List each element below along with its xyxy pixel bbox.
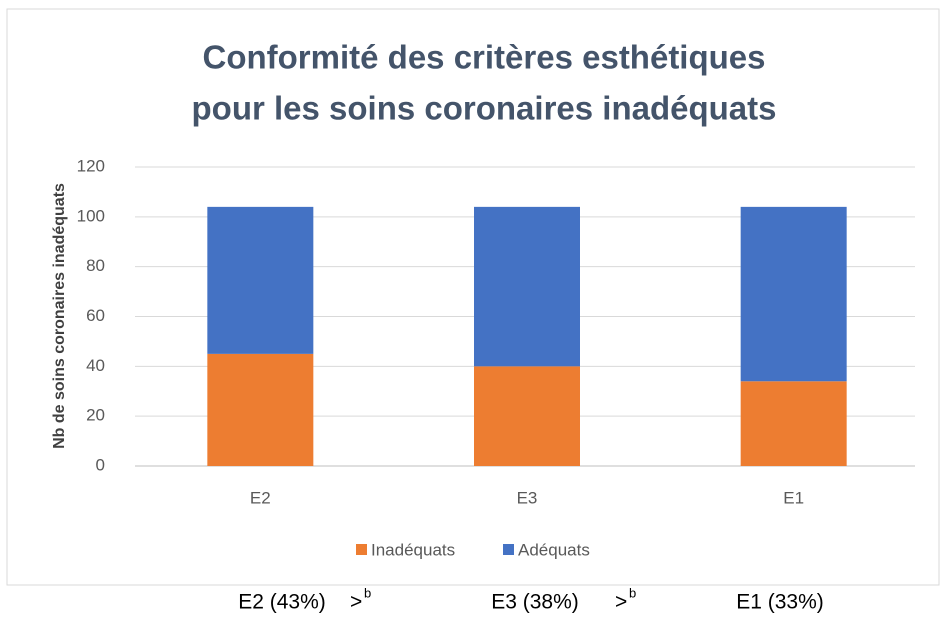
y-tick-label: 0 <box>96 455 105 474</box>
x-tick-label: E1 <box>783 488 804 507</box>
y-tick-label: 20 <box>86 406 105 425</box>
chart-title: pour les soins coronaires inadéquats <box>192 90 777 127</box>
bar-segment <box>740 206 847 382</box>
legend-swatch <box>503 544 514 555</box>
comparison-item: E2 (43%) <box>238 591 326 614</box>
comparison-superscript: b <box>364 585 371 600</box>
comparison-superscript: b <box>629 585 636 600</box>
x-tick-label: E2 <box>250 488 271 507</box>
x-tick-label: E3 <box>517 488 538 507</box>
chart-title: Conformité des critères esthétiques <box>203 39 766 76</box>
y-tick-label: 80 <box>86 256 105 275</box>
bar-segment <box>474 206 580 367</box>
bar-segment <box>207 353 314 466</box>
comparison-symbol: > <box>615 591 627 614</box>
legend-swatch <box>356 544 367 555</box>
comparison-item: E1 (33%) <box>736 591 824 614</box>
y-tick-label: 60 <box>86 306 105 325</box>
y-tick-label: 120 <box>77 156 105 175</box>
y-tick-label: 100 <box>77 206 105 225</box>
comparison-symbol: > <box>350 591 362 614</box>
comparison-item: E3 (38%) <box>491 591 579 614</box>
bar-segment <box>474 366 580 466</box>
legend-label: Adéquats <box>518 540 590 559</box>
bar-segment <box>207 206 314 354</box>
y-tick-label: 40 <box>86 356 105 375</box>
legend-label: Inadéquats <box>371 540 455 559</box>
bar-segment <box>740 381 847 466</box>
y-axis-label: Nb de soins coronaires inadéquats <box>51 183 68 449</box>
